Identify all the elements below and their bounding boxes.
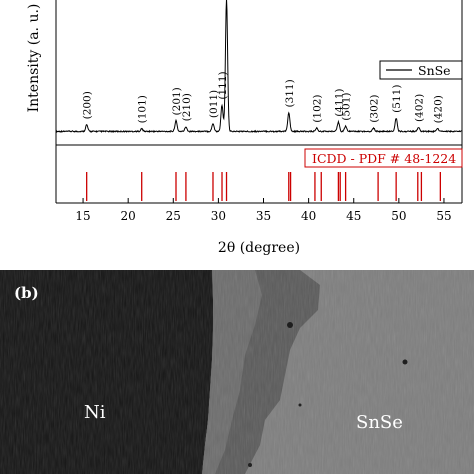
peak-label: (302) (369, 94, 381, 122)
series-line-snse (55, 0, 463, 134)
peak-label: (210) (181, 93, 193, 121)
legend-label: SnSe (418, 63, 451, 78)
peak-label: (411) (333, 89, 345, 117)
x-tick-label: 30 (211, 209, 226, 223)
peak-label: (311) (284, 79, 296, 107)
sem-micrograph (0, 270, 474, 474)
y-axis-label: Intensity (a. u.) (26, 4, 42, 113)
x-tick-label: 55 (436, 209, 451, 223)
x-tick-label: 35 (256, 209, 271, 223)
x-tick-label: 45 (346, 209, 361, 223)
reference-label-box (304, 148, 463, 168)
snse-label: SnSe (356, 412, 403, 433)
peak-label: (011) (208, 90, 220, 118)
pore-mark (298, 403, 302, 407)
peak-label: (102) (312, 94, 324, 122)
xrd-chart: 15 20 25 30 35 40 45 50 55 (200) (101) (201)(210) (0… (26, 0, 463, 256)
pore-mark (402, 359, 408, 365)
peak-label: (201) (171, 87, 183, 115)
x-tick-label: 20 (121, 209, 136, 223)
peak-label: (101) (137, 95, 149, 123)
peak-label: (111) (217, 71, 229, 99)
x-axis-label: 2θ (degree) (218, 240, 300, 256)
x-tick-label: 40 (301, 209, 316, 223)
x-tick-label: 15 (75, 209, 90, 223)
peak-label: (501) (341, 92, 353, 120)
x-tick-label: 25 (166, 209, 181, 223)
peak-label: (511) (391, 85, 403, 113)
panel-label: (b) (14, 284, 39, 302)
peak-label: (402) (414, 94, 426, 122)
xrd-chart-panel: 15 20 25 30 35 40 45 50 55 (200) (101) (201) (210) (0… (26, 0, 463, 256)
ni-label: Ni (84, 402, 106, 423)
peak-label: (420) (433, 95, 445, 123)
reference-label: ICDD - PDF # 48-1224 (312, 151, 456, 166)
x-tick-label: 50 (391, 209, 406, 223)
texture-overlay (0, 270, 474, 474)
sem-image-panel: (b) Ni SnSe (0, 270, 474, 474)
legend-box (379, 60, 463, 80)
pore-mark (287, 322, 293, 328)
peak-label: (200) (82, 91, 94, 119)
pore-mark (248, 463, 252, 467)
